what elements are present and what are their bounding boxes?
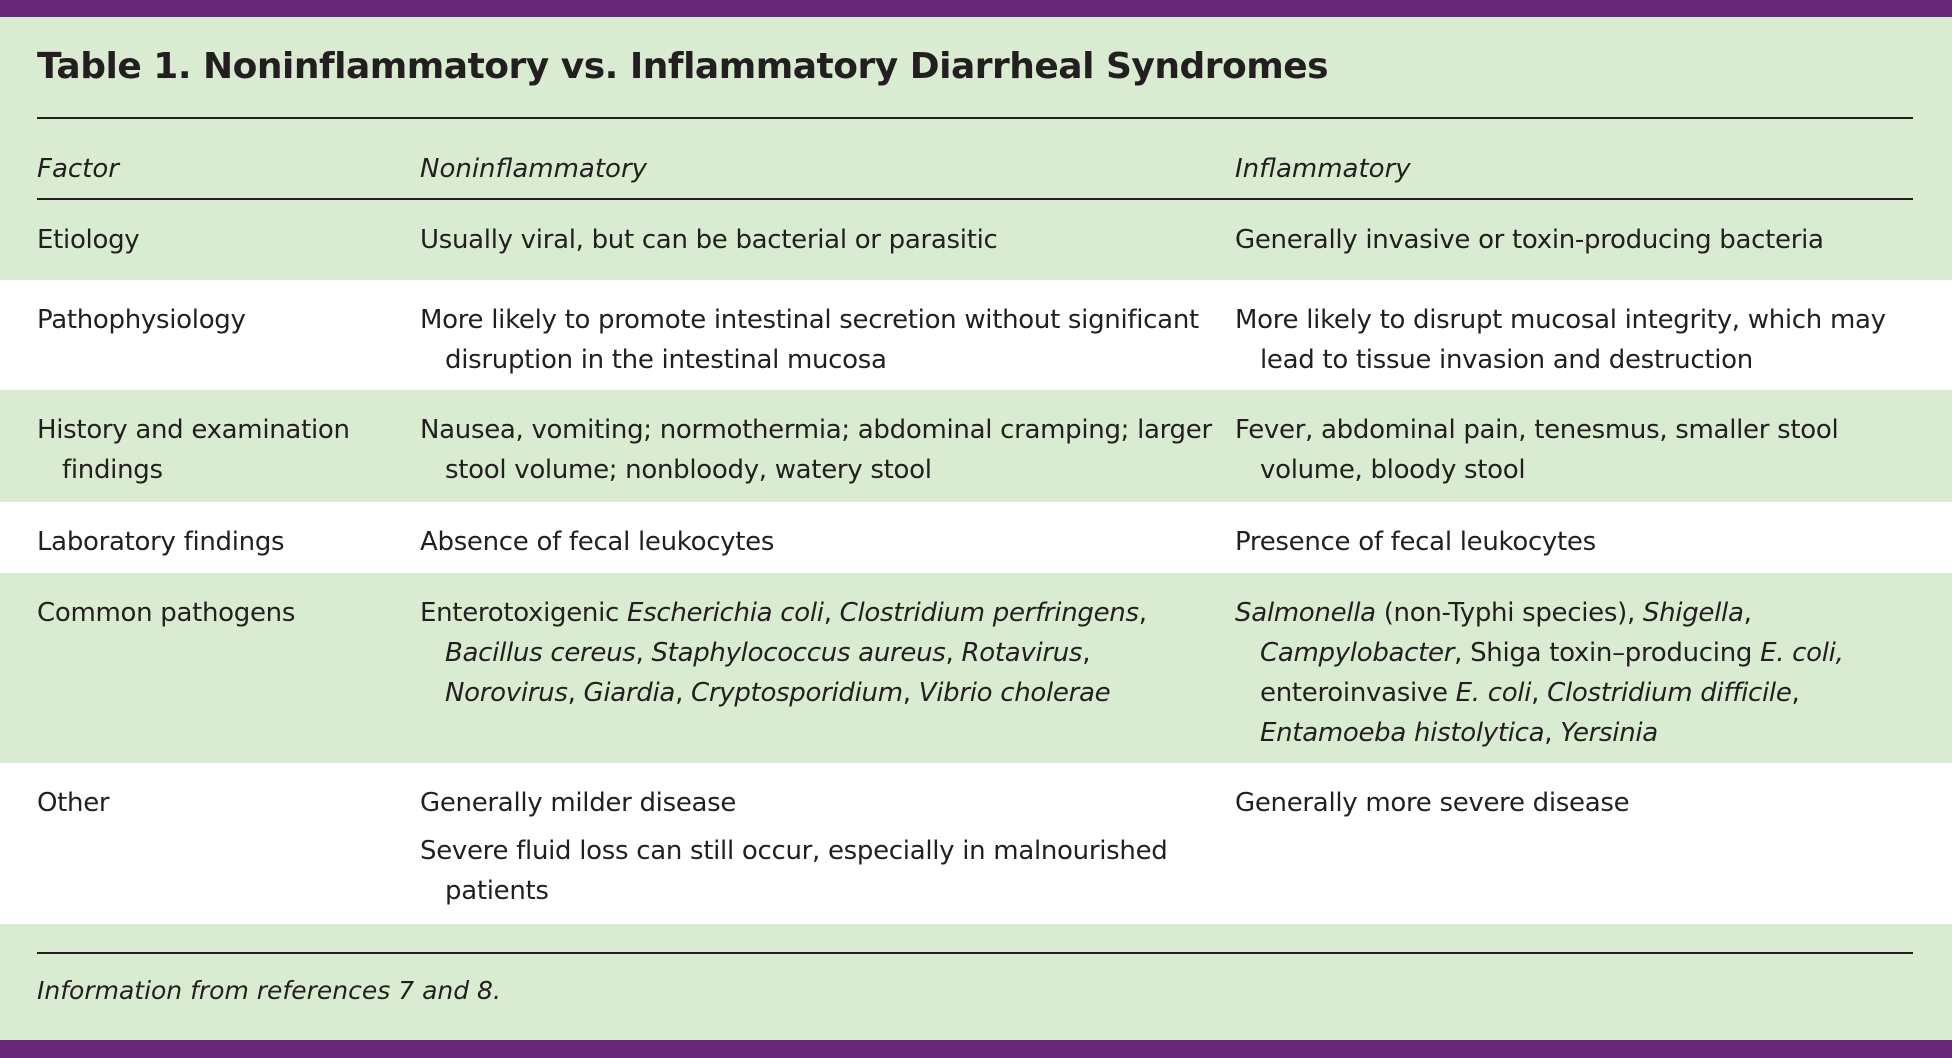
header-rule bbox=[37, 198, 1913, 200]
italic-term: Entamoeba histolytica bbox=[1260, 718, 1545, 748]
text-segment: , bbox=[823, 598, 840, 628]
text-segment: Generally invasive or toxin-producing ba… bbox=[1235, 225, 1824, 255]
text-segment: (non-Typhi species), bbox=[1375, 598, 1643, 628]
header-noninflammatory: Noninflammatory bbox=[420, 154, 648, 184]
factor-cell: Common pathogens bbox=[37, 598, 296, 628]
factor-cell: Other bbox=[37, 788, 110, 818]
italic-term: E. coli, bbox=[1760, 638, 1844, 668]
text-segment: , bbox=[675, 678, 692, 708]
footnote: Information from references 7 and 8. bbox=[37, 976, 501, 1005]
text-segment: Absence of fecal leukocytes bbox=[420, 527, 775, 557]
noninflammatory-cell: Absence of fecal leukocytes bbox=[420, 522, 1225, 562]
inflammatory-cell: Presence of fecal leukocytes bbox=[1235, 522, 1940, 562]
footer-rule bbox=[37, 952, 1913, 954]
noninflammatory-cell: Usually viral, but can be bacterial or p… bbox=[420, 220, 1225, 260]
cell-paragraph: Usually viral, but can be bacterial or p… bbox=[420, 220, 1225, 260]
text-segment: , bbox=[902, 678, 919, 708]
text-segment: , Shiga toxin–producing bbox=[1454, 638, 1761, 668]
noninflammatory-cell: More likely to promote intestinal secret… bbox=[420, 300, 1225, 380]
text-segment: , bbox=[945, 638, 962, 668]
table-row-etiology: Etiology Usually viral, but can be bacter… bbox=[0, 200, 1952, 280]
text-segment: Generally milder disease bbox=[420, 788, 737, 818]
italic-term: Clostridium difficile bbox=[1547, 678, 1792, 708]
cell-paragraph: Presence of fecal leukocytes bbox=[1235, 522, 1940, 562]
inflammatory-cell: Generally more severe disease bbox=[1235, 783, 1940, 823]
text-segment: Generally more severe disease bbox=[1235, 788, 1630, 818]
cell-paragraph: Enterotoxigenic Escherichia coli, Clostr… bbox=[420, 593, 1225, 713]
cell-paragraph: Generally invasive or toxin-producing ba… bbox=[1235, 220, 1940, 260]
text-segment: , bbox=[1743, 598, 1752, 628]
italic-term: Norovirus bbox=[445, 678, 568, 708]
noninflammatory-cell: Nausea, vomiting; normothermia; abdomina… bbox=[420, 410, 1225, 490]
inflammatory-cell: Generally invasive or toxin-producing ba… bbox=[1235, 220, 1940, 260]
text-segment: , bbox=[567, 678, 584, 708]
italic-term: Campylobacter bbox=[1260, 638, 1455, 668]
text-segment: , bbox=[1138, 598, 1147, 628]
table-row-other: Other Generally milder disease Severe flui… bbox=[0, 763, 1952, 924]
italic-term: Yersinia bbox=[1560, 718, 1658, 748]
cell-paragraph: More likely to promote intestinal secret… bbox=[420, 300, 1225, 380]
text-segment: Usually viral, but can be bacterial or p… bbox=[420, 225, 998, 255]
italic-term: Staphylococcus aureus bbox=[651, 638, 946, 668]
cell-paragraph: Severe fluid loss can still occur, espec… bbox=[420, 831, 1225, 911]
italic-term: Shigella bbox=[1642, 598, 1744, 628]
header-factor: Factor bbox=[37, 154, 119, 184]
cell-paragraph: Nausea, vomiting; normothermia; abdomina… bbox=[420, 410, 1225, 490]
cell-paragraph: More likely to disrupt mucosal integrity… bbox=[1235, 300, 1940, 380]
italic-term: Salmonella bbox=[1235, 598, 1376, 628]
text-segment: , bbox=[1791, 678, 1800, 708]
table-title: Table 1. Noninflammatory vs. Inflammator… bbox=[37, 46, 1329, 87]
text-segment: Nausea, vomiting; normothermia; abdomina… bbox=[420, 415, 1212, 485]
inflammatory-cell: More likely to disrupt mucosal integrity… bbox=[1235, 300, 1940, 380]
text-segment: More likely to disrupt mucosal integrity… bbox=[1235, 305, 1886, 375]
factor-cell: History and examination findings bbox=[37, 415, 350, 485]
inflammatory-cell: Salmonella (non-Typhi species), Shigella… bbox=[1235, 593, 1940, 753]
cell-paragraph: Generally milder disease bbox=[420, 783, 1225, 823]
text-segment: More likely to promote intestinal secret… bbox=[420, 305, 1199, 375]
factor-cell: Pathophysiology bbox=[37, 305, 246, 335]
factor-cell: Laboratory findings bbox=[37, 527, 285, 557]
italic-term: Bacillus cereus bbox=[445, 638, 636, 668]
cell-paragraph: Salmonella (non-Typhi species), Shigella… bbox=[1235, 593, 1940, 753]
top-accent-bar bbox=[0, 0, 1952, 17]
cell-paragraph: Generally more severe disease bbox=[1235, 783, 1940, 823]
italic-term: Escherichia coli bbox=[627, 598, 824, 628]
text-segment: Presence of fecal leukocytes bbox=[1235, 527, 1596, 557]
inflammatory-cell: Fever, abdominal pain, tenesmus, smaller… bbox=[1235, 410, 1940, 490]
table-row-pathogens: Common pathogens Enterotoxigenic Escheric… bbox=[0, 573, 1952, 763]
italic-term: Clostridium perfringens bbox=[839, 598, 1139, 628]
italic-term: Giardia bbox=[583, 678, 676, 708]
noninflammatory-cell: Enterotoxigenic Escherichia coli, Clostr… bbox=[420, 593, 1225, 713]
text-segment: Severe fluid loss can still occur, espec… bbox=[420, 836, 1168, 906]
italic-term: E. coli bbox=[1455, 678, 1532, 708]
noninflammatory-cell: Generally milder disease Severe fluid los… bbox=[420, 783, 1225, 911]
bottom-accent-bar bbox=[0, 1040, 1952, 1058]
italic-term: Cryptosporidium bbox=[691, 678, 903, 708]
table-row-history-exam: History and examination findings Nausea, … bbox=[0, 390, 1952, 502]
text-segment: , bbox=[1544, 718, 1561, 748]
title-rule bbox=[37, 117, 1913, 119]
italic-term: Vibrio cholerae bbox=[918, 678, 1111, 708]
italic-term: Rotavirus bbox=[961, 638, 1083, 668]
text-segment: enteroinvasive bbox=[1260, 678, 1456, 708]
text-segment: Fever, abdominal pain, tenesmus, smaller… bbox=[1235, 415, 1839, 485]
cell-paragraph: Absence of fecal leukocytes bbox=[420, 522, 1225, 562]
text-segment: , bbox=[635, 638, 652, 668]
header-inflammatory: Inflammatory bbox=[1235, 154, 1411, 184]
table-row-pathophysiology: Pathophysiology More likely to promote in… bbox=[0, 280, 1952, 390]
text-segment: Enterotoxigenic bbox=[420, 598, 627, 628]
text-segment: , bbox=[1082, 638, 1091, 668]
table-row-laboratory: Laboratory findings Absence of fecal leuk… bbox=[0, 502, 1952, 573]
cell-paragraph: Fever, abdominal pain, tenesmus, smaller… bbox=[1235, 410, 1940, 490]
text-segment: , bbox=[1531, 678, 1548, 708]
factor-cell: Etiology bbox=[37, 225, 140, 255]
